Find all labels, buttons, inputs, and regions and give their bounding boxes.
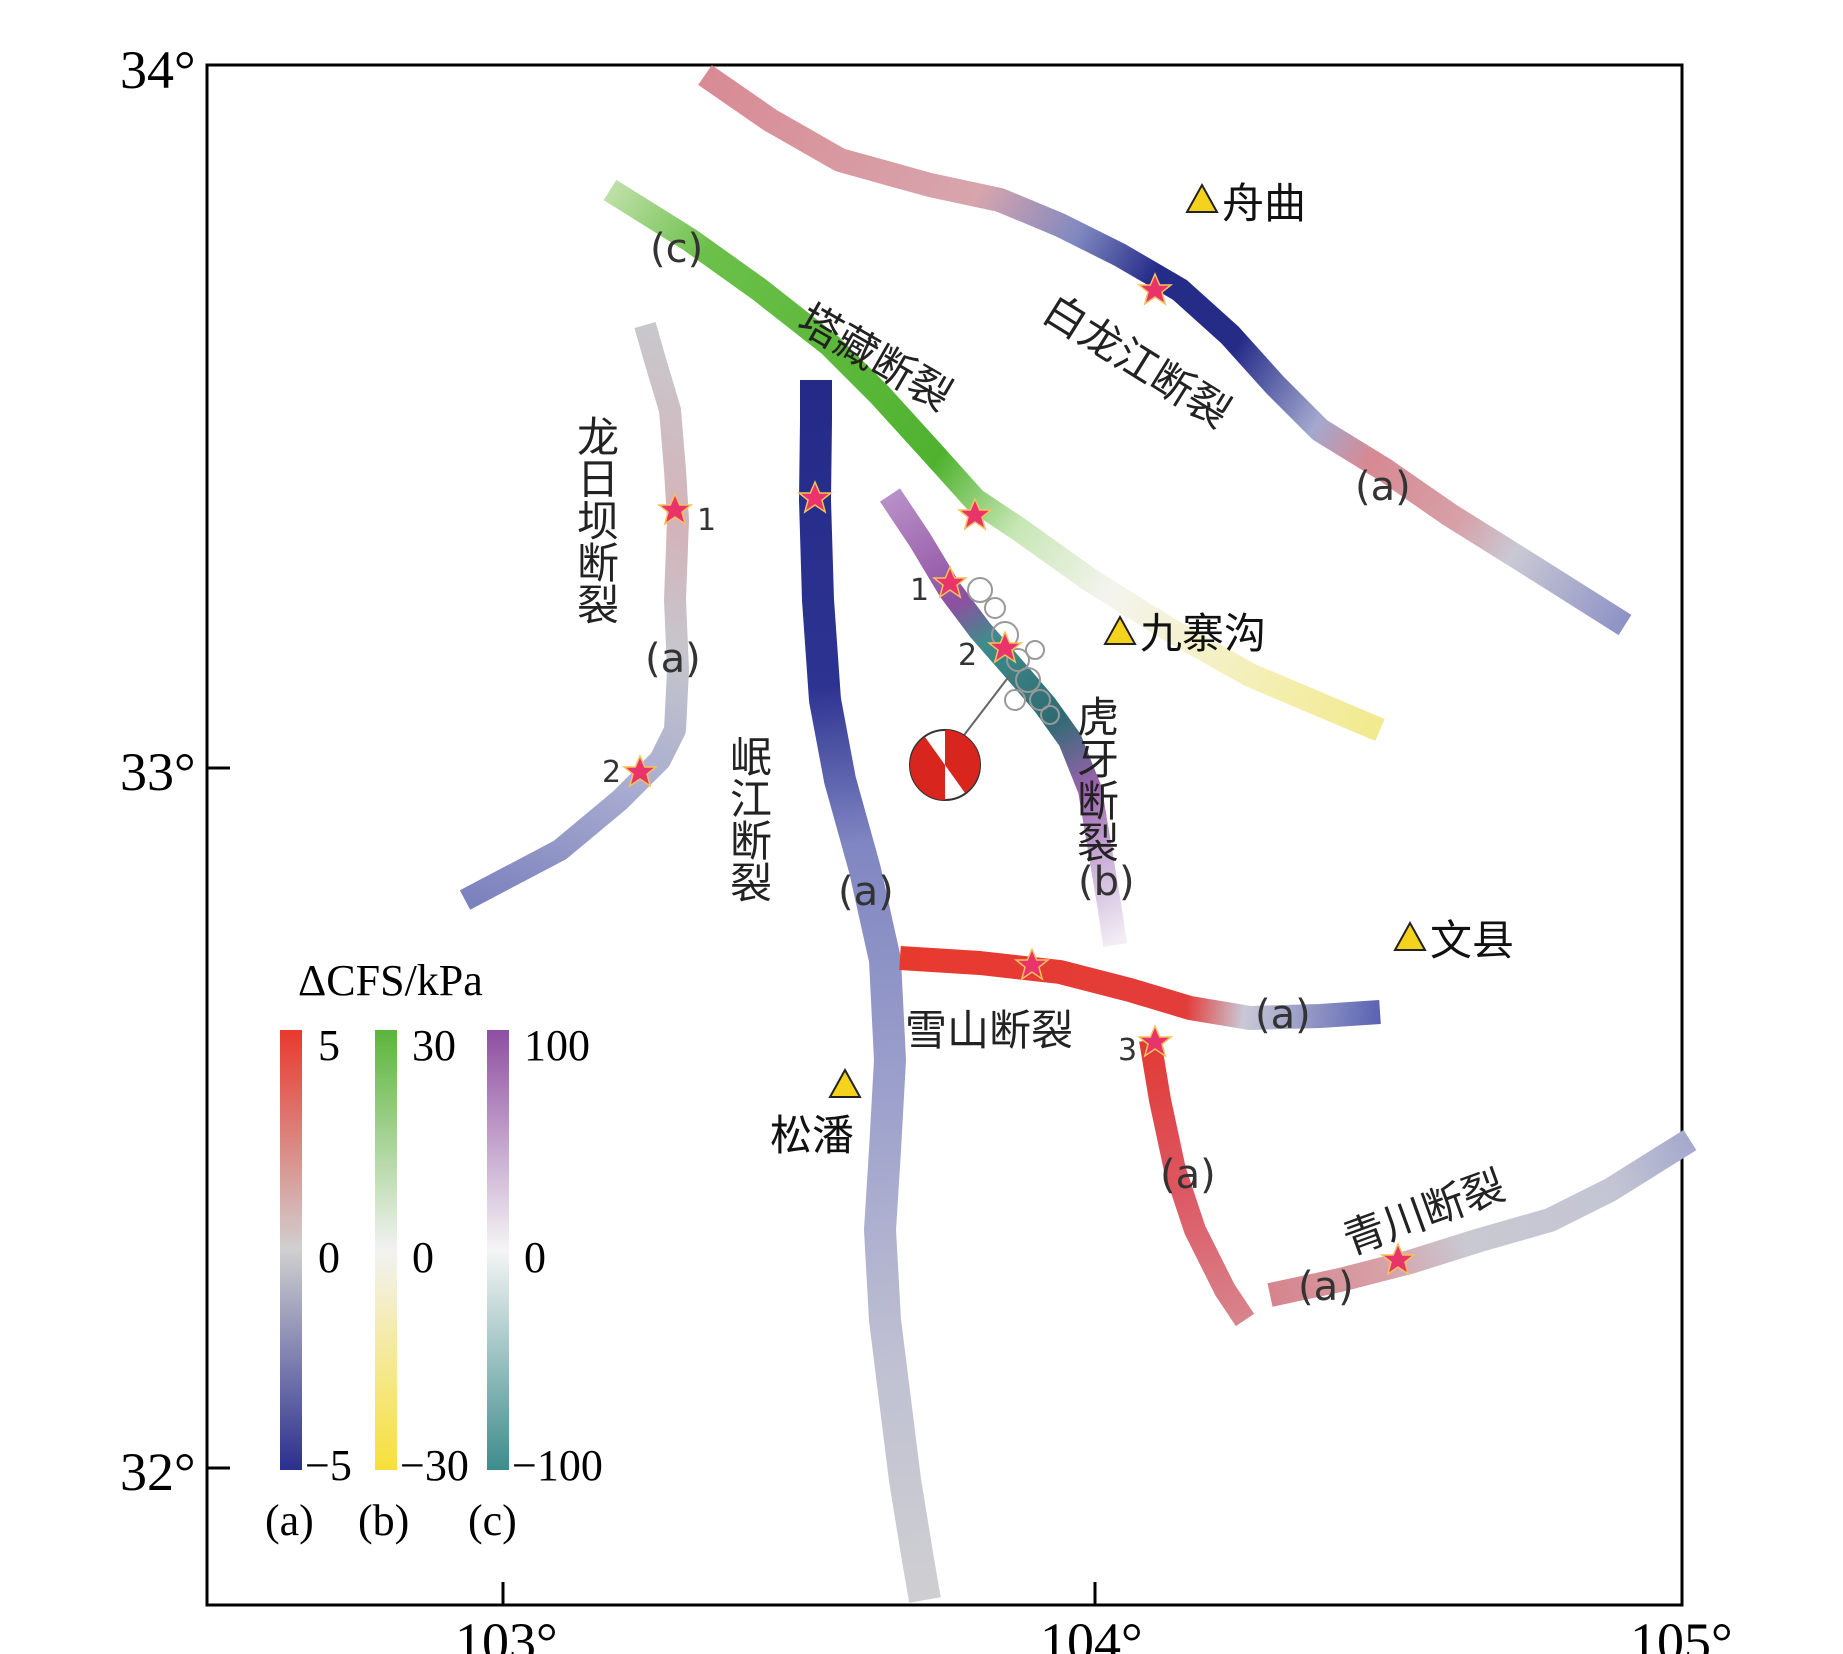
segment-tazang: (c): [650, 226, 703, 272]
minjiang-fault: [799, 380, 941, 1603]
segment-longriba: (a): [645, 636, 701, 682]
town-jiuzhaigou: 九寨沟: [1140, 609, 1266, 658]
legend: ΔCFS/kPa 5 0 −5 (a) 30 0 −30 (b) 100 0 −…: [265, 956, 603, 1545]
segment-huya: (b): [1078, 859, 1135, 905]
legend-a-label: (a): [265, 1496, 314, 1545]
segment-xueshan-1: (a): [1255, 992, 1311, 1038]
legend-b-max: 30: [412, 1021, 456, 1070]
bailongjiang-fault: [698, 65, 1632, 636]
lat-label-34: 34°: [120, 40, 196, 100]
lon-tick-labels: 103° 104° 105°: [455, 1612, 1733, 1654]
focal-quadrant: [945, 765, 980, 793]
qingchuan-fault: [1267, 1129, 1697, 1307]
lon-label-104: 104°: [1040, 1612, 1143, 1654]
huya-marker-1: 1: [910, 573, 929, 608]
axis-ticks: [207, 63, 1097, 1605]
lon-label-103: 103°: [455, 1612, 558, 1654]
tazang-fault: [603, 179, 1385, 742]
town-wenxian: 文县: [1430, 916, 1514, 965]
legend-c-max: 100: [524, 1021, 590, 1070]
aftershock-circle: [1025, 640, 1045, 660]
longriba-fault: [459, 321, 689, 910]
xueshan-fault: [899, 946, 1381, 1030]
legend-c-min: −100: [512, 1441, 603, 1490]
huya-fault: [880, 488, 1127, 947]
longriba-marker-2: 2: [602, 755, 621, 790]
segment-xueshan-2: (a): [1160, 1152, 1216, 1198]
legend-b-mid: 0: [412, 1233, 434, 1282]
legend-title: ΔCFS/kPa: [298, 956, 483, 1005]
town-triangle-icon: [1104, 616, 1136, 645]
xueshan-marker-3: 3: [1118, 1033, 1137, 1068]
aftershock-circle: [1004, 689, 1026, 711]
focal-mechanism: [909, 674, 1011, 801]
legend-b-label: (b): [358, 1496, 409, 1545]
town-triangle-icon: [1186, 184, 1218, 213]
legend-b-min: −30: [400, 1441, 469, 1490]
fault-name-longriba: 龙日坝断裂: [571, 415, 620, 625]
aftershock-circle: [1029, 689, 1051, 711]
town-triangle-icon: [1394, 922, 1426, 951]
town-zhouqu: 舟曲: [1222, 179, 1306, 228]
aftershock-circle: [1015, 667, 1041, 693]
fault-name-xueshan: 雪山断裂: [905, 1006, 1073, 1055]
longriba-marker-1: 1: [697, 503, 716, 538]
huya-marker-2: 2: [958, 638, 977, 673]
fault-labels: 白龙江断裂 (a) 塔藏断裂 (c) 龙日坝断裂 (a) 1 2 岷江断裂 (a…: [571, 226, 1512, 1310]
aftershock-circle: [984, 597, 1006, 619]
lat-tick-labels: 34° 33° 32°: [120, 40, 196, 1502]
fault-name-minjiang: 岷江断裂: [724, 735, 773, 903]
segment-qingchuan: (a): [1298, 1264, 1354, 1310]
town-songpan: 松潘: [770, 1111, 854, 1160]
aftershock-cluster: [967, 577, 1060, 725]
legend-bar-b: [375, 1030, 397, 1470]
focal-quadrant: [910, 765, 945, 800]
towns: 舟曲 九寨沟 文县 松潘: [770, 179, 1514, 1160]
legend-a-mid: 0: [318, 1233, 340, 1282]
xueshan-branch-fault: [1139, 1038, 1255, 1327]
town-triangle-icon: [829, 1069, 861, 1098]
lat-label-33: 33°: [120, 742, 196, 802]
legend-a-max: 5: [318, 1021, 340, 1070]
fault-lines: [459, 65, 1697, 1603]
lat-label-32: 32°: [120, 1442, 196, 1502]
legend-a-min: −5: [305, 1441, 352, 1490]
lon-label-105: 105°: [1630, 1612, 1733, 1654]
fault-name-huya: 虎牙断裂: [1071, 695, 1120, 863]
focal-quadrant: [910, 737, 945, 765]
focal-quadrant: [945, 730, 980, 765]
segment-bailongjiang: (a): [1355, 464, 1411, 510]
legend-bar-c: [487, 1030, 509, 1470]
map-frame: [205, 63, 1684, 1607]
aftershock-circle: [1040, 705, 1060, 725]
legend-c-mid: 0: [524, 1233, 546, 1282]
legend-bar-a: [280, 1030, 302, 1470]
aftershock-circle: [967, 577, 993, 603]
segment-minjiang: (a): [838, 869, 894, 915]
aftershock-circle: [1006, 648, 1030, 672]
legend-c-label: (c): [468, 1496, 517, 1545]
